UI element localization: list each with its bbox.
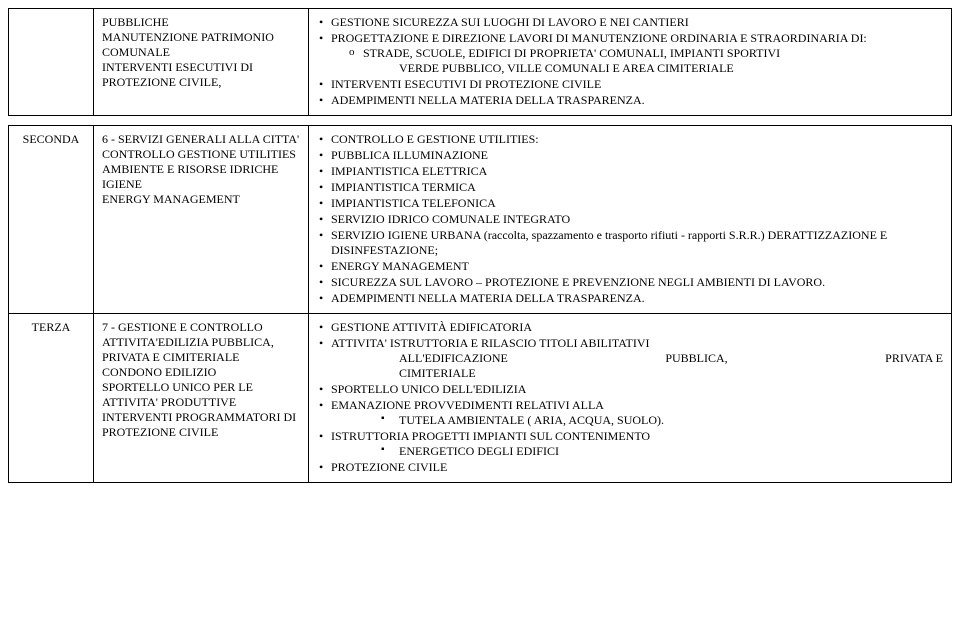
sub-list-square: TUTELA AMBIENTALE ( ARIA, ACQUA, SUOLO).	[331, 413, 943, 428]
detail-text: SICUREZZA SUL LAVORO – PROTEZIONE E PREV…	[331, 275, 825, 289]
detail-item: ADEMPIMENTI NELLA MATERIA DELLA TRASPARE…	[317, 291, 943, 306]
detail-item: ADEMPIMENTI NELLA MATERIA DELLA TRASPARE…	[317, 93, 943, 108]
detail-text: IMPIANTISTICA TERMICA	[331, 180, 476, 194]
detail-text: SERVIZIO IGIENE URBANA (raccolta, spazza…	[331, 228, 887, 257]
topic-line: IGIENE	[102, 177, 300, 192]
justified-line: CIMITERIALE	[331, 366, 943, 381]
row-topic: 7 - GESTIONE E CONTROLLO ATTIVITA'EDILIZ…	[94, 314, 309, 483]
detail-item: ISTRUTTORIA PROGETTI IMPIANTI SUL CONTEN…	[317, 429, 943, 459]
row-label	[9, 9, 94, 116]
detail-text: PROTEZIONE CIVILE	[331, 460, 447, 474]
detail-item: PUBBLICA ILLUMINAZIONE	[317, 148, 943, 163]
detail-item: IMPIANTISTICA TERMICA	[317, 180, 943, 195]
row-topic: 6 - SERVIZI GENERALI ALLA CITTA'CONTROLL…	[94, 126, 309, 314]
topic-line: PUBBLICHE	[102, 15, 300, 30]
detail-text: SPORTELLO UNICO DELL'EDILIZIA	[331, 382, 526, 396]
detail-text: PROGETTAZIONE E DIREZIONE LAVORI DI MANU…	[331, 31, 867, 45]
detail-text: EMANAZIONE PROVVEDIMENTI RELATIVI ALLA	[331, 398, 604, 412]
topic-line: ENERGY MANAGEMENT	[102, 192, 300, 207]
sub-list-square: ENERGETICO DEGLI EDIFICI	[331, 444, 943, 459]
detail-item: IMPIANTISTICA ELETTRICA	[317, 164, 943, 179]
detail-text: PUBBLICA ILLUMINAZIONE	[331, 148, 488, 162]
indented-line: VERDE PUBBLICO, VILLE COMUNALI E AREA CI…	[331, 61, 943, 76]
topic-line: SPORTELLO UNICO PER LE ATTIVITA' PRODUTT…	[102, 380, 300, 410]
detail-item: ENERGY MANAGEMENT	[317, 259, 943, 274]
detail-item: GESTIONE ATTIVITÀ EDIFICATORIA	[317, 320, 943, 335]
row-topic: PUBBLICHEMANUTENZIONE PATRIMONIO COMUNAL…	[94, 9, 309, 116]
sub-item: TUTELA AMBIENTALE ( ARIA, ACQUA, SUOLO).	[331, 413, 943, 428]
topic-line: MANUTENZIONE PATRIMONIO COMUNALE	[102, 30, 300, 60]
topic-line: 7 - GESTIONE E CONTROLLO ATTIVITA'EDILIZ…	[102, 320, 300, 365]
detail-item: CONTROLLO E GESTIONE UTILITIES:	[317, 132, 943, 147]
detail-text: ATTIVITA' ISTRUTTORIA E RILASCIO TITOLI …	[331, 336, 650, 350]
sub-list-circle: STRADE, SCUOLE, EDIFICI DI PROPRIETA' CO…	[331, 46, 943, 61]
detail-text: ADEMPIMENTI NELLA MATERIA DELLA TRASPARE…	[331, 93, 645, 107]
detail-item: GESTIONE SICUREZZA SUI LUOGHI DI LAVORO …	[317, 15, 943, 30]
row-label: TERZA	[9, 314, 94, 483]
detail-text: INTERVENTI ESECUTIVI DI PROTEZIONE CIVIL…	[331, 77, 601, 91]
topic-line: CONTROLLO GESTIONE UTILITIES	[102, 147, 300, 162]
table-row: PUBBLICHEMANUTENZIONE PATRIMONIO COMUNAL…	[9, 9, 952, 116]
topic-line: INTERVENTI ESECUTIVI DI PROTEZIONE CIVIL…	[102, 60, 300, 90]
topic-line: CONDONO EDILIZIO	[102, 365, 300, 380]
detail-item: ATTIVITA' ISTRUTTORIA E RILASCIO TITOLI …	[317, 336, 943, 381]
row-details: GESTIONE SICUREZZA SUI LUOGHI DI LAVORO …	[309, 9, 952, 116]
row-label: SECONDA	[9, 126, 94, 314]
detail-text: ADEMPIMENTI NELLA MATERIA DELLA TRASPARE…	[331, 291, 645, 305]
detail-item: SERVIZIO IGIENE URBANA (raccolta, spazza…	[317, 228, 943, 258]
row-details: GESTIONE ATTIVITÀ EDIFICATORIA ATTIVITA' …	[309, 314, 952, 483]
detail-item: INTERVENTI ESECUTIVI DI PROTEZIONE CIVIL…	[317, 77, 943, 92]
detail-text: ISTRUTTORIA PROGETTI IMPIANTI SUL CONTEN…	[331, 429, 650, 443]
just-mid: PUBBLICA,	[665, 351, 727, 366]
topic-line: 6 - SERVIZI GENERALI ALLA CITTA'	[102, 132, 300, 147]
just-right: PRIVATA E	[885, 351, 943, 366]
detail-list: CONTROLLO E GESTIONE UTILITIES: PUBBLICA …	[317, 132, 943, 306]
detail-text: GESTIONE SICUREZZA SUI LUOGHI DI LAVORO …	[331, 15, 689, 29]
detail-item: SPORTELLO UNICO DELL'EDILIZIA	[317, 382, 943, 397]
sub-item: STRADE, SCUOLE, EDIFICI DI PROPRIETA' CO…	[331, 46, 943, 61]
detail-item: PROGETTAZIONE E DIREZIONE LAVORI DI MANU…	[317, 31, 943, 76]
sub-item: ENERGETICO DEGLI EDIFICI	[331, 444, 943, 459]
detail-text: IMPIANTISTICA TELEFONICA	[331, 196, 496, 210]
spacer-row	[9, 116, 952, 126]
detail-text: IMPIANTISTICA ELETTRICA	[331, 164, 487, 178]
detail-item: EMANAZIONE PROVVEDIMENTI RELATIVI ALLATU…	[317, 398, 943, 428]
document-table: PUBBLICHEMANUTENZIONE PATRIMONIO COMUNAL…	[8, 8, 952, 483]
topic-line: INTERVENTI PROGRAMMATORI DI PROTEZIONE C…	[102, 410, 300, 440]
detail-list: GESTIONE ATTIVITÀ EDIFICATORIA ATTIVITA' …	[317, 320, 943, 475]
justified-line: ALL'EDIFICAZIONE PUBBLICA, PRIVATA E	[331, 351, 943, 366]
row-details: CONTROLLO E GESTIONE UTILITIES: PUBBLICA …	[309, 126, 952, 314]
just-left: ALL'EDIFICAZIONE	[399, 351, 508, 366]
detail-text: ENERGY MANAGEMENT	[331, 259, 469, 273]
detail-item: SICUREZZA SUL LAVORO – PROTEZIONE E PREV…	[317, 275, 943, 290]
detail-text: GESTIONE ATTIVITÀ EDIFICATORIA	[331, 320, 532, 334]
detail-text: SERVIZIO IDRICO COMUNALE INTEGRATO	[331, 212, 570, 226]
detail-item: SERVIZIO IDRICO COMUNALE INTEGRATO	[317, 212, 943, 227]
topic-line: AMBIENTE E RISORSE IDRICHE	[102, 162, 300, 177]
detail-item: PROTEZIONE CIVILE	[317, 460, 943, 475]
table-row: TERZA7 - GESTIONE E CONTROLLO ATTIVITA'E…	[9, 314, 952, 483]
detail-text: CONTROLLO E GESTIONE UTILITIES:	[331, 132, 539, 146]
detail-list: GESTIONE SICUREZZA SUI LUOGHI DI LAVORO …	[317, 15, 943, 108]
detail-item: IMPIANTISTICA TELEFONICA	[317, 196, 943, 211]
table-row: SECONDA6 - SERVIZI GENERALI ALLA CITTA'C…	[9, 126, 952, 314]
